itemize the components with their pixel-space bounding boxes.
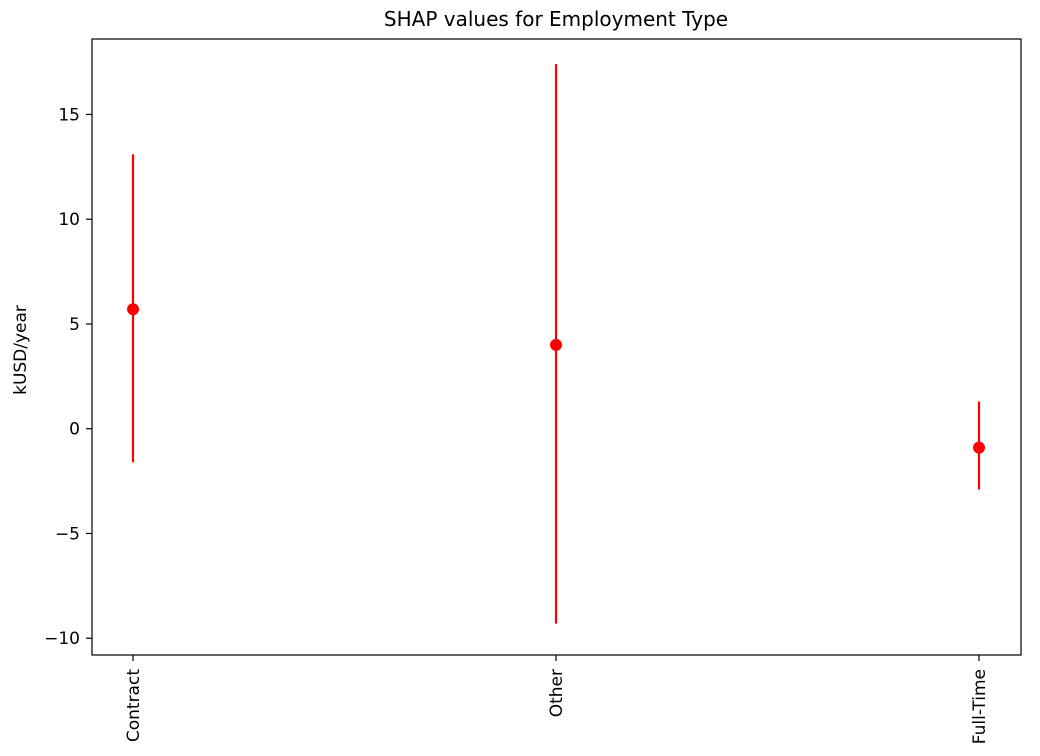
y-tick-label: 15 bbox=[58, 105, 80, 125]
axes-frame bbox=[91, 38, 1022, 656]
y-tick-label: 5 bbox=[69, 315, 80, 335]
chart-title: SHAP values for Employment Type bbox=[384, 7, 728, 31]
data-point bbox=[550, 338, 562, 351]
x-tick-label: Other bbox=[547, 669, 567, 717]
x-tick-label: Full-Time bbox=[970, 669, 990, 744]
y-tick-label: 10 bbox=[58, 210, 80, 230]
x-tick-label: Contract bbox=[124, 669, 144, 742]
plot-area: −10 −5 0 5 10 15 Contract Other Full-Time bbox=[44, 38, 1022, 744]
y-tick-label: −5 bbox=[55, 524, 80, 544]
y-tick-label: 0 bbox=[69, 420, 80, 440]
y-tick-label: −10 bbox=[44, 629, 80, 649]
data-point bbox=[127, 303, 139, 316]
data-point bbox=[973, 441, 985, 454]
y-axis-label: kUSD/year bbox=[11, 305, 31, 395]
